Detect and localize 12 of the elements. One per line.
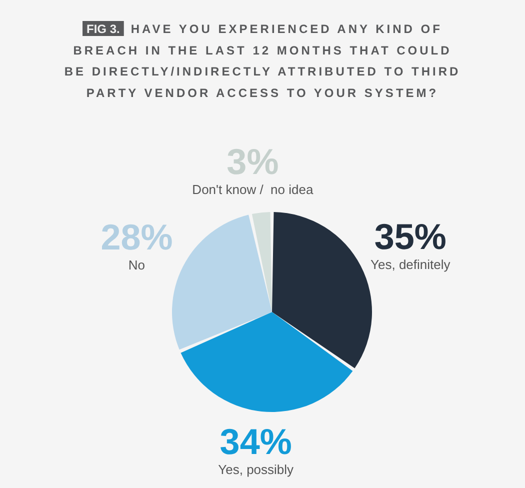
pie-slice xyxy=(180,312,353,412)
data-label: 28% xyxy=(100,216,173,258)
data-label: 34% xyxy=(220,421,292,462)
slice-label: No xyxy=(128,258,146,273)
slice-label: Yes, definitely xyxy=(370,257,451,272)
pie-slice xyxy=(172,214,272,350)
caption: FIG 3. xyxy=(86,22,120,36)
slice-label: Don't know / no idea xyxy=(192,182,314,197)
pie-slice xyxy=(272,212,372,368)
pie-slice xyxy=(252,212,272,312)
slice-label: Yes, possibly xyxy=(218,462,294,478)
data-label: 35% xyxy=(374,216,446,258)
